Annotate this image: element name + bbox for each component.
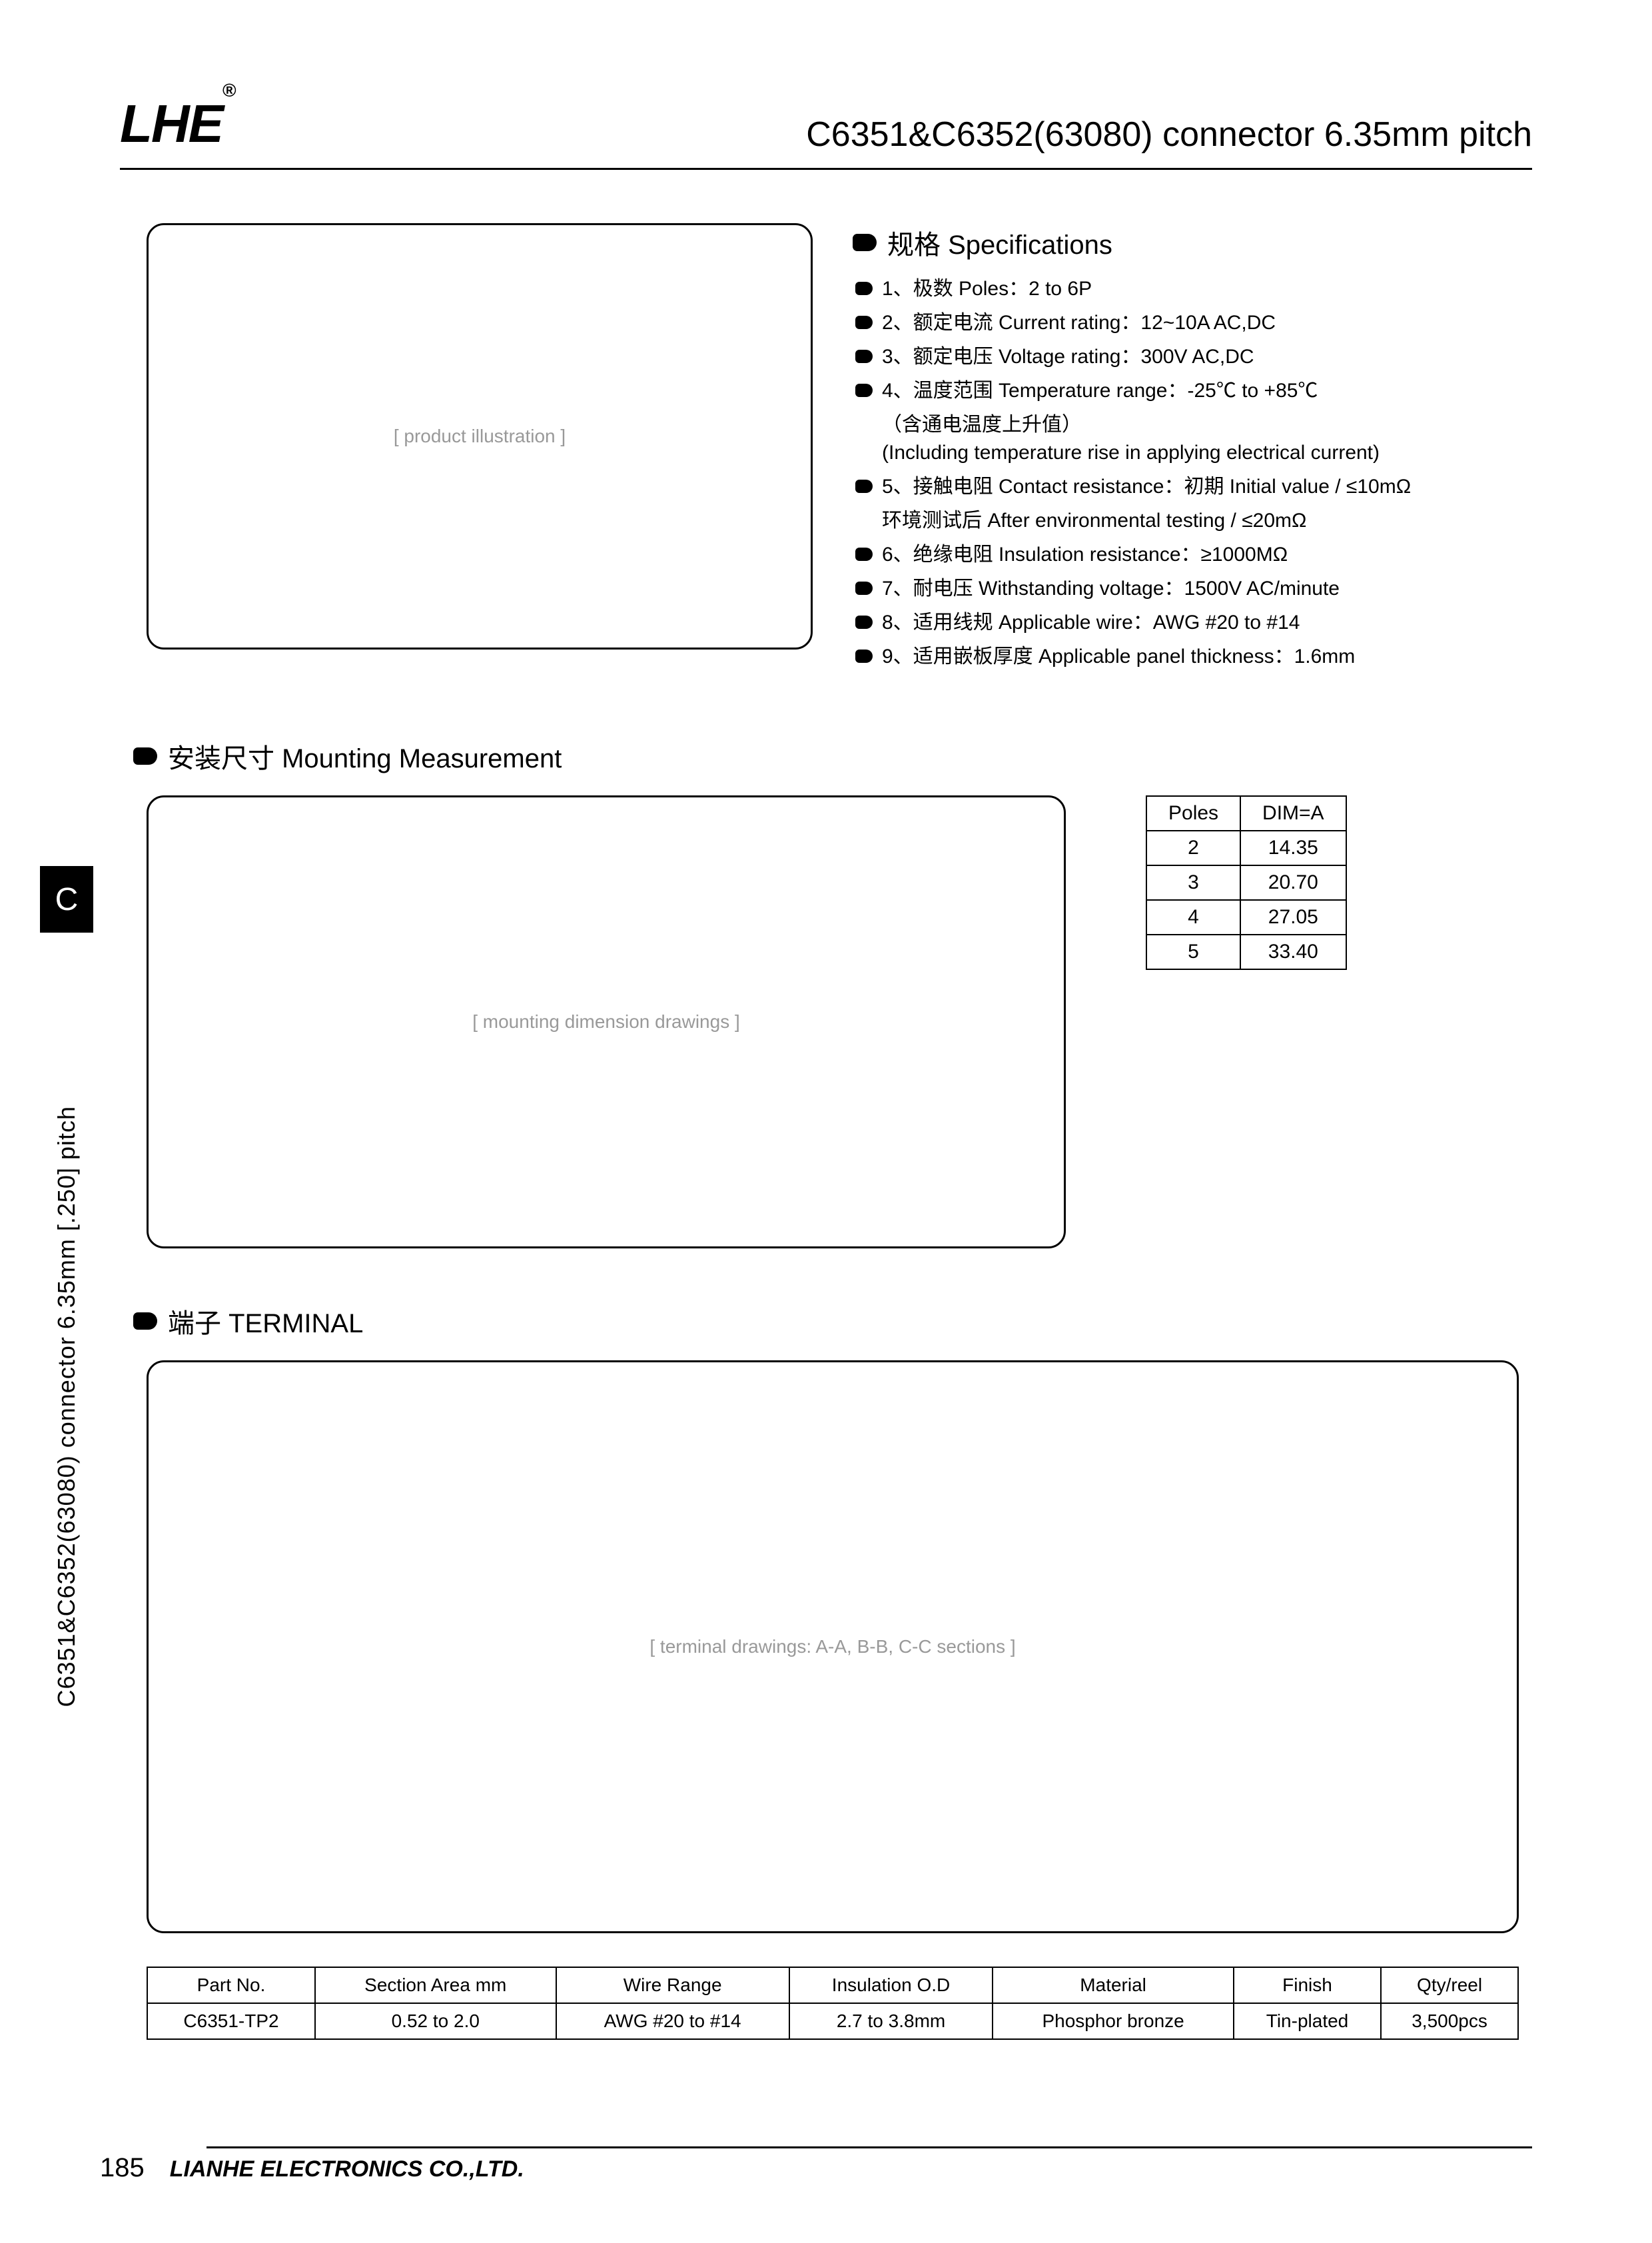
bullet-icon	[855, 350, 873, 363]
logo-sup: ®	[222, 80, 235, 101]
company-name: LIANHE ELECTRONICS CO.,LTD.	[170, 2156, 524, 2182]
table-row: Part No.Section Area mmWire RangeInsulat…	[147, 1967, 1518, 2003]
table-cell: 27.05	[1240, 900, 1346, 935]
mounting-section: 安装尺寸 Mounting Measurement [ mounting dim…	[120, 737, 1532, 1248]
table-row: C6351-TP20.52 to 2.0AWG #20 to #142.7 to…	[147, 2003, 1518, 2039]
logo-text: LHE	[120, 94, 222, 153]
header-divider	[120, 168, 1532, 170]
terminal-drawing: [ terminal drawings: A-A, B-B, C-C secti…	[147, 1360, 1519, 1933]
specs-block: 规格 Specifications 1、极数 Poles：2 to 6P 2、额定…	[853, 223, 1532, 677]
table-cell: Phosphor bronze	[993, 2003, 1234, 2039]
table-header-cell: Wire Range	[556, 1967, 789, 2003]
table-header-cell: Qty/reel	[1381, 1967, 1518, 2003]
bullet-icon	[855, 650, 873, 663]
table-row: 214.35	[1146, 831, 1346, 865]
spec-line: 4、温度范围 Temperature range：-25℃ to +85℃	[855, 377, 1532, 405]
spec-text: 5、接触电阻 Contact resistance：初期 Initial val…	[882, 473, 1411, 501]
mounting-drawing: [ mounting dimension drawings ]	[147, 795, 1066, 1248]
terminal-section: 端子 TERMINAL [ terminal drawings: A-A, B-…	[120, 1302, 1532, 1933]
spec-line: 8、适用线规 Applicable wire：AWG #20 to #14	[855, 609, 1532, 637]
table-cell: AWG #20 to #14	[556, 2003, 789, 2039]
spec-text: 2、额定电流 Current rating：12~10A AC,DC	[882, 309, 1276, 337]
bullet-icon	[855, 616, 873, 629]
spec-text: 1、极数 Poles：2 to 6P	[882, 275, 1092, 303]
spec-text: 7、耐电压 Withstanding voltage：1500V AC/minu…	[882, 575, 1340, 603]
bullet-icon	[855, 384, 873, 397]
table-cell: 0.52 to 2.0	[315, 2003, 556, 2039]
table-row: 427.05	[1146, 900, 1346, 935]
spec-line: 9、适用嵌板厚度 Applicable panel thickness：1.6m…	[855, 643, 1532, 671]
top-section: [ product illustration ] 规格 Specificatio…	[120, 223, 1532, 677]
spec-text: 3、额定电压 Voltage rating：300V AC,DC	[882, 343, 1254, 371]
table-header-cell: Section Area mm	[315, 1967, 556, 2003]
terminal-header: 端子 TERMINAL	[133, 1302, 1532, 1340]
bullet-icon	[133, 747, 157, 765]
page-number: 185	[100, 2153, 145, 2183]
spec-text: 9、适用嵌板厚度 Applicable panel thickness：1.6m…	[882, 643, 1355, 671]
spec-text: 8、适用线规 Applicable wire：AWG #20 to #14	[882, 609, 1300, 637]
spec-text: 6、绝缘电阻 Insulation resistance：≥1000MΩ	[882, 541, 1288, 569]
mounting-header: 安装尺寸 Mounting Measurement	[133, 737, 1532, 775]
table-cell: 2	[1146, 831, 1240, 865]
table-cell: 2.7 to 3.8mm	[789, 2003, 993, 2039]
table-cell: 3	[1146, 865, 1240, 900]
table-row: 320.70	[1146, 865, 1346, 900]
bullet-icon	[855, 480, 873, 493]
specs-title: 规格 Specifications	[887, 223, 1112, 262]
side-tab-text: C6351&C6352(63080) connector 6.35mm [.25…	[53, 1106, 81, 1707]
table-header-cell: Finish	[1234, 1967, 1381, 2003]
table-cell: 4	[1146, 900, 1240, 935]
table-row: 533.40	[1146, 935, 1346, 969]
footer: 185 LIANHE ELECTRONICS CO.,LTD.	[100, 2153, 524, 2183]
specs-list: 1、极数 Poles：2 to 6P 2、额定电流 Current rating：…	[853, 275, 1532, 671]
mounting-row: [ mounting dimension drawings ] PolesDIM…	[120, 795, 1532, 1248]
table-cell: 3,500pcs	[1381, 2003, 1518, 2039]
table-header-cell: Material	[993, 1967, 1234, 2003]
product-illustration: [ product illustration ]	[147, 223, 813, 650]
table-cell: 14.35	[1240, 831, 1346, 865]
side-tab: C C6351&C6352(63080) connector 6.35mm [.…	[40, 866, 93, 2045]
bullet-icon	[855, 316, 873, 329]
spec-line: 7、耐电压 Withstanding voltage：1500V AC/minu…	[855, 575, 1532, 603]
spec-line: 1、极数 Poles：2 to 6P	[855, 275, 1532, 303]
header-row: LHE® C6351&C6352(63080) connector 6.35mm…	[120, 93, 1532, 155]
spec-subtext: （含通电温度上升值）	[882, 411, 1532, 439]
spec-text: 4、温度范围 Temperature range：-25℃ to +85℃	[882, 377, 1318, 405]
spec-line: 5、接触电阻 Contact resistance：初期 Initial val…	[855, 473, 1532, 501]
bullet-icon	[855, 548, 873, 561]
table-header-cell: Part No.	[147, 1967, 315, 2003]
side-tab-letter: C	[40, 866, 93, 933]
bullet-icon	[133, 1312, 157, 1330]
table-cell: 5	[1146, 935, 1240, 969]
bullet-icon	[853, 234, 877, 251]
bullet-icon	[855, 582, 873, 595]
logo: LHE®	[120, 93, 235, 155]
spec-line: 2、额定电流 Current rating：12~10A AC,DC	[855, 309, 1532, 337]
table-header-cell: Insulation O.D	[789, 1967, 993, 2003]
mounting-title: 安装尺寸 Mounting Measurement	[168, 737, 562, 775]
bullet-icon	[855, 282, 873, 295]
part-table: Part No.Section Area mmWire RangeInsulat…	[147, 1967, 1519, 2040]
table-cell: Tin-plated	[1234, 2003, 1381, 2039]
table-cell: C6351-TP2	[147, 2003, 315, 2039]
footer-divider	[206, 2146, 1532, 2148]
spec-line: 6、绝缘电阻 Insulation resistance：≥1000MΩ	[855, 541, 1532, 569]
specs-header: 规格 Specifications	[853, 223, 1532, 262]
table-header-cell: Poles	[1146, 796, 1240, 831]
poles-table: PolesDIM=A 214.35320.70427.05533.40	[1146, 795, 1347, 970]
page-title: C6351&C6352(63080) connector 6.35mm pitc…	[806, 115, 1532, 155]
terminal-title: 端子 TERMINAL	[168, 1302, 363, 1340]
spec-subtext: 环境测试后 After environmental testing / ≤20m…	[882, 507, 1532, 535]
table-cell: 20.70	[1240, 865, 1346, 900]
table-header-cell: DIM=A	[1240, 796, 1346, 831]
spec-subtext: (Including temperature rise in applying …	[882, 439, 1532, 467]
spec-line: 3、额定电压 Voltage rating：300V AC,DC	[855, 343, 1532, 371]
table-cell: 33.40	[1240, 935, 1346, 969]
table-row: PolesDIM=A	[1146, 796, 1346, 831]
